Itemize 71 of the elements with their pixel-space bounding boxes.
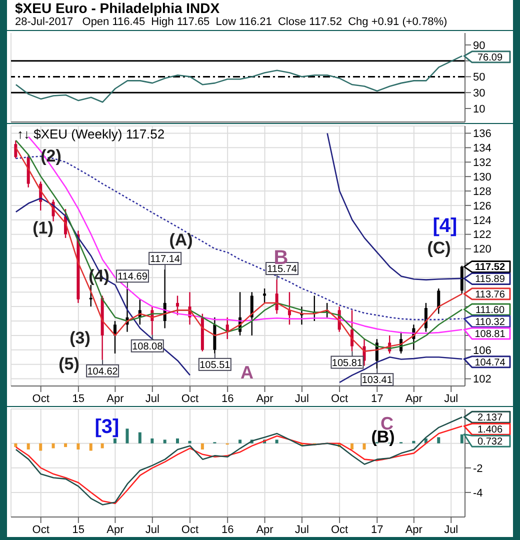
annotation: 108.08	[132, 341, 164, 352]
x-tick-label: Jul	[444, 392, 458, 405]
x-tick-label: Apr	[256, 524, 274, 536]
annotation: (5)	[58, 354, 80, 374]
annotation: 117.14	[150, 254, 180, 265]
y-tick-label: 120	[473, 244, 492, 256]
y-tick-label: -2	[473, 462, 483, 475]
annotation: 103.41	[362, 375, 393, 386]
x-tick-label: Apr	[106, 392, 124, 405]
annotation: [4]	[432, 215, 458, 237]
annotation: [3]	[94, 416, 120, 438]
y-tick-label: 126	[473, 200, 492, 212]
x-tick-label: Jul	[294, 524, 309, 536]
x-tick-label: Oct	[181, 524, 199, 536]
x-tick-label: Jul	[145, 392, 160, 405]
y-tick-label: 128	[473, 186, 492, 198]
data-label: 1.406	[477, 424, 503, 436]
annotation: (3)	[70, 328, 90, 348]
data-label: 2.137	[477, 412, 503, 424]
y-tick-label: 50	[473, 72, 486, 84]
annotation: ↑↓ $XEU (Weekly) 117.52	[17, 126, 165, 142]
annotation: A	[240, 362, 254, 382]
x-tick-label: Oct	[330, 524, 348, 536]
data-label: 108.81	[474, 328, 506, 340]
data-label: 111.60	[475, 304, 505, 316]
x-tick-label: 15	[72, 524, 85, 536]
y-tick-label: 106	[473, 344, 492, 357]
annotation: 114.69	[118, 272, 148, 283]
data-label: 76.09	[477, 52, 503, 64]
annotation: (1)	[32, 218, 54, 238]
data-label: 115.89	[475, 274, 506, 286]
x-tick-label: Apr	[256, 392, 274, 405]
annotation: (A)	[169, 230, 193, 250]
y-tick-label: 134	[473, 142, 492, 155]
x-tick-label: Apr	[106, 524, 124, 536]
y-tick-label: 90	[473, 40, 486, 52]
x-tick-label: Jul	[444, 524, 458, 536]
y-tick-label: 30	[473, 88, 486, 100]
x-tick-label: 17	[371, 524, 384, 536]
y-tick-label: 136	[473, 128, 492, 140]
x-tick-label: Oct	[330, 392, 348, 405]
x-tick-label: Apr	[405, 392, 423, 405]
chart-title: $XEU Euro - Philadelphia INDX	[14, 0, 221, 16]
annotation: 115.74	[267, 264, 298, 276]
y-tick-label: -4	[473, 487, 483, 500]
x-tick-label: 17	[371, 392, 384, 405]
data-label: 104.74	[474, 357, 506, 368]
x-tick-label: Apr	[405, 524, 423, 536]
y-tick-label: 122	[473, 229, 492, 242]
y-tick-label: 102	[473, 374, 492, 386]
data-label: 0.732	[477, 436, 503, 448]
annotation: 105.81	[332, 358, 363, 369]
x-tick-label: 16	[221, 524, 234, 536]
x-tick-label: Oct	[181, 392, 199, 405]
x-tick-label: Jul	[294, 392, 309, 405]
annotation: 105.51	[200, 360, 231, 371]
y-tick-label: 10	[473, 103, 486, 116]
x-tick-label: Oct	[32, 392, 50, 405]
x-tick-label: Jul	[145, 524, 160, 536]
y-tick-label: 130	[473, 171, 492, 184]
data-label: 110.32	[475, 316, 506, 328]
annotation: (C)	[427, 238, 451, 258]
text: 117.52	[474, 262, 506, 274]
y-tick-label: 124	[473, 214, 492, 227]
y-tick-label: 132	[473, 157, 492, 170]
data-label: 113.76	[475, 289, 506, 300]
chart-subtitle: 28-Jul-2017 Open 116.45 High 117.65 Low 116.21 Close 117.52 Chg +0.91 (+0.78%)	[14, 16, 448, 29]
x-tick-label: 16	[221, 392, 234, 405]
x-tick-label: Oct	[32, 524, 50, 536]
annotation: 104.62	[87, 366, 118, 378]
x-tick-label: 15	[72, 392, 85, 405]
